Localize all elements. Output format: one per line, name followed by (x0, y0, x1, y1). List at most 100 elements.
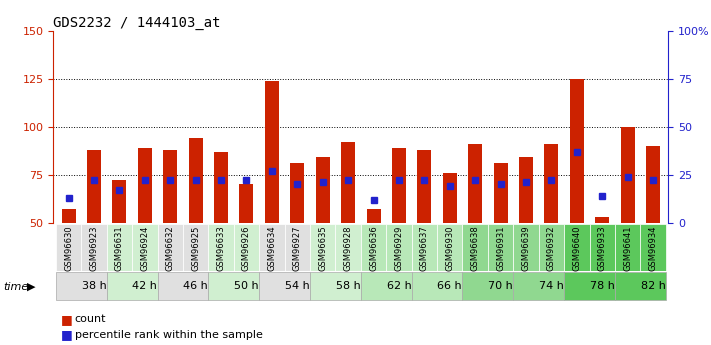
Bar (564, 272, 615, 300)
Bar (589, 224, 615, 271)
Bar (641, 224, 665, 271)
Text: GSM96928: GSM96928 (343, 226, 353, 271)
Text: GSM96635: GSM96635 (319, 226, 327, 271)
Text: 46 h: 46 h (183, 281, 208, 291)
Text: GSM96630: GSM96630 (64, 226, 73, 271)
Bar (392, 148, 406, 223)
Text: ■: ■ (60, 313, 73, 326)
Bar (158, 224, 183, 271)
Bar (437, 224, 462, 271)
Bar (234, 224, 260, 271)
Text: 78 h: 78 h (590, 281, 615, 291)
Bar (462, 224, 488, 271)
Text: GSM96640: GSM96640 (572, 226, 582, 271)
Bar (290, 163, 304, 223)
Text: GSM96934: GSM96934 (648, 226, 658, 271)
Bar (62, 209, 75, 223)
Bar (412, 224, 437, 271)
Bar (360, 224, 386, 271)
Bar (284, 224, 310, 271)
Text: GSM96634: GSM96634 (267, 226, 277, 271)
Bar (386, 224, 412, 271)
Text: GSM96926: GSM96926 (242, 226, 251, 271)
Bar (310, 224, 336, 271)
Text: GSM96639: GSM96639 (522, 226, 530, 271)
Bar (112, 180, 127, 223)
Bar (595, 217, 609, 223)
Bar (443, 173, 456, 223)
Bar (208, 272, 260, 300)
Text: 58 h: 58 h (336, 281, 360, 291)
Text: GSM96925: GSM96925 (191, 226, 200, 271)
Bar (138, 148, 152, 223)
Bar (462, 272, 513, 300)
Bar (336, 224, 360, 271)
Bar (240, 184, 253, 223)
Bar (564, 224, 589, 271)
Bar (260, 224, 284, 271)
Bar (367, 209, 380, 223)
Text: GSM96636: GSM96636 (369, 226, 378, 272)
Text: GSM96927: GSM96927 (293, 226, 301, 271)
Bar (412, 272, 462, 300)
Bar (188, 138, 203, 223)
Text: percentile rank within the sample: percentile rank within the sample (75, 330, 262, 339)
Bar (493, 163, 508, 223)
Text: 66 h: 66 h (437, 281, 462, 291)
Bar (545, 144, 558, 223)
Bar (615, 224, 641, 271)
Bar (341, 142, 355, 223)
Bar (260, 272, 310, 300)
Text: 42 h: 42 h (132, 281, 157, 291)
Bar (570, 79, 584, 223)
Text: ■: ■ (60, 328, 73, 341)
Text: GSM96931: GSM96931 (496, 226, 505, 271)
Text: GSM96633: GSM96633 (217, 226, 225, 272)
Bar (417, 150, 432, 223)
Bar (513, 224, 539, 271)
Text: 54 h: 54 h (285, 281, 310, 291)
Text: GDS2232 / 1444103_at: GDS2232 / 1444103_at (53, 16, 221, 30)
Bar (56, 272, 107, 300)
Text: GSM96924: GSM96924 (140, 226, 149, 271)
Bar (316, 157, 330, 223)
Text: GSM96923: GSM96923 (90, 226, 99, 271)
Bar (81, 224, 107, 271)
Text: GSM96638: GSM96638 (471, 226, 480, 272)
Text: GSM96632: GSM96632 (166, 226, 175, 271)
Bar (310, 272, 360, 300)
Bar (360, 272, 412, 300)
Bar (646, 146, 660, 223)
Text: GSM96932: GSM96932 (547, 226, 556, 271)
Text: GSM96637: GSM96637 (420, 226, 429, 272)
Bar (539, 224, 564, 271)
Bar (183, 224, 208, 271)
Bar (615, 272, 665, 300)
Text: GSM96933: GSM96933 (598, 226, 606, 271)
Text: 38 h: 38 h (82, 281, 107, 291)
Bar (158, 272, 208, 300)
Bar (265, 81, 279, 223)
Bar (621, 127, 635, 223)
Text: count: count (75, 314, 106, 324)
Text: 50 h: 50 h (234, 281, 259, 291)
Bar (469, 144, 482, 223)
Bar (132, 224, 158, 271)
Bar (107, 272, 158, 300)
Bar (214, 152, 228, 223)
Text: GSM96631: GSM96631 (115, 226, 124, 271)
Text: GSM96929: GSM96929 (395, 226, 403, 271)
Text: GSM96930: GSM96930 (445, 226, 454, 271)
Bar (56, 224, 81, 271)
Text: 82 h: 82 h (641, 281, 665, 291)
Bar (87, 150, 101, 223)
Text: ▶: ▶ (27, 282, 36, 292)
Bar (513, 272, 564, 300)
Bar (208, 224, 234, 271)
Bar (107, 224, 132, 271)
Text: 70 h: 70 h (488, 281, 513, 291)
Bar (164, 150, 177, 223)
Bar (488, 224, 513, 271)
Bar (519, 157, 533, 223)
Text: 62 h: 62 h (387, 281, 412, 291)
